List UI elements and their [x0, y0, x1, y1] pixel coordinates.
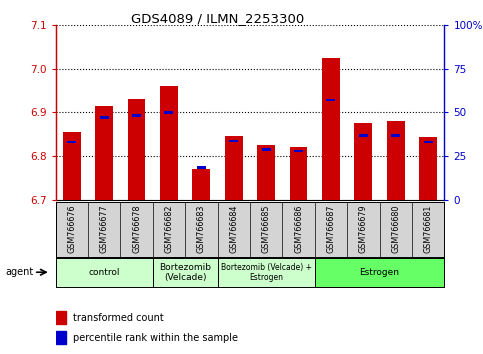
Bar: [294, 150, 303, 152]
Text: Bortezomib (Velcade) +
Estrogen: Bortezomib (Velcade) + Estrogen: [221, 263, 312, 282]
Text: GSM766683: GSM766683: [197, 205, 206, 253]
Bar: [197, 166, 206, 169]
Bar: [359, 134, 368, 137]
Bar: [95, 106, 113, 200]
Text: GSM766681: GSM766681: [424, 205, 433, 253]
Text: GSM766677: GSM766677: [99, 205, 109, 253]
Bar: [387, 121, 405, 200]
Bar: [424, 141, 433, 143]
Text: GSM766676: GSM766676: [67, 205, 76, 253]
Bar: [153, 258, 217, 287]
Bar: [67, 141, 76, 143]
Text: Bortezomib
(Velcade): Bortezomib (Velcade): [159, 263, 211, 282]
Bar: [355, 123, 372, 200]
Bar: [132, 114, 141, 117]
Text: GSM766686: GSM766686: [294, 205, 303, 253]
Text: GSM766680: GSM766680: [391, 205, 400, 253]
Bar: [217, 258, 315, 287]
Text: GSM766684: GSM766684: [229, 205, 238, 253]
Bar: [290, 148, 308, 200]
Text: percentile rank within the sample: percentile rank within the sample: [73, 332, 238, 343]
Bar: [225, 137, 242, 200]
Bar: [63, 132, 81, 200]
Text: GSM766679: GSM766679: [359, 205, 368, 253]
Bar: [257, 145, 275, 200]
Bar: [192, 169, 210, 200]
Bar: [327, 99, 336, 102]
Bar: [56, 331, 67, 344]
Bar: [160, 86, 178, 200]
Text: control: control: [88, 268, 120, 277]
Bar: [315, 258, 444, 287]
Bar: [164, 111, 173, 114]
Text: GSM766682: GSM766682: [164, 205, 173, 253]
Bar: [99, 116, 109, 119]
Bar: [128, 99, 145, 200]
Bar: [56, 258, 153, 287]
Bar: [391, 134, 400, 137]
Bar: [322, 58, 340, 200]
Bar: [56, 311, 67, 324]
Text: GSM766678: GSM766678: [132, 205, 141, 253]
Text: agent: agent: [6, 267, 34, 277]
Text: GSM766687: GSM766687: [327, 205, 336, 253]
Bar: [262, 148, 270, 151]
Bar: [229, 139, 238, 142]
Text: Estrogen: Estrogen: [359, 268, 399, 277]
Text: GSM766685: GSM766685: [262, 205, 270, 253]
Text: transformed count: transformed count: [73, 313, 164, 323]
Text: GDS4089 / ILMN_2253300: GDS4089 / ILMN_2253300: [131, 12, 304, 25]
Bar: [419, 137, 437, 200]
